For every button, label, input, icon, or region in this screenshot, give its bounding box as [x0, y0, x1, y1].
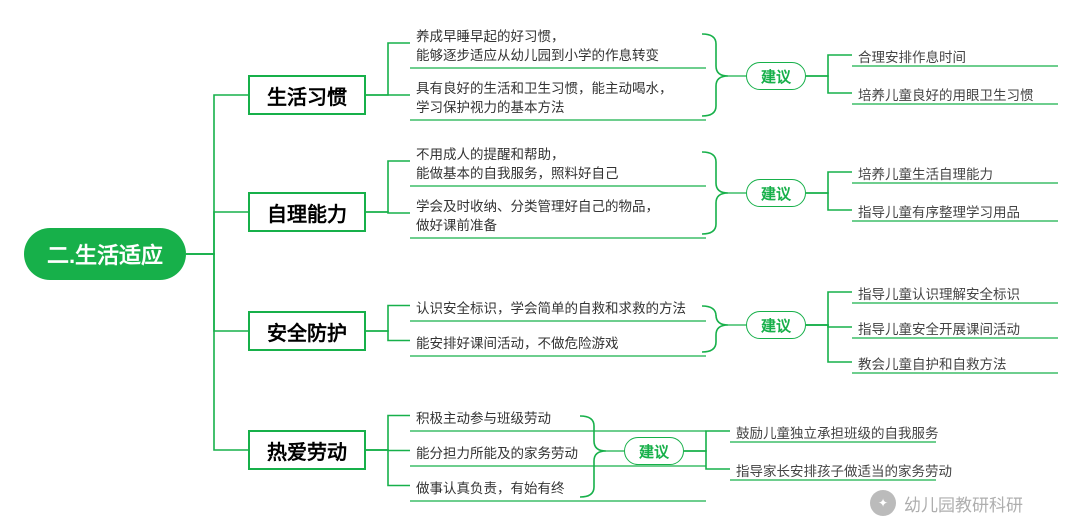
desc-text: 具有良好的生活和卫生习惯，能主动喝水，学习保护视力的基本方法 [416, 80, 673, 118]
category-box: 安全防护 [248, 311, 366, 351]
suggestion-label: 建议 [761, 183, 791, 204]
watermark: ✦ 幼儿园教研科研 [870, 490, 1023, 516]
wechat-icon: ✦ [870, 490, 896, 516]
advice-text: 教会儿童自护和自救方法 [858, 353, 1007, 373]
desc-text: 养成早睡早起的好习惯，能够逐步适应从幼儿园到小学的作息转变 [416, 28, 659, 66]
root-node: 二.生活适应 [24, 228, 186, 280]
desc-text: 能分担力所能及的家务劳动 [416, 445, 578, 464]
desc-text: 做事认真负责，有始有终 [416, 480, 565, 499]
desc-text: 能安排好课间活动，不做危险游戏 [416, 335, 619, 354]
category-box: 热爱劳动 [248, 430, 366, 470]
suggestion-pill: 建议 [746, 311, 806, 339]
desc-text: 学会及时收纳、分类管理好自己的物品，做好课前准备 [416, 198, 659, 236]
category-label: 生活习惯 [267, 81, 347, 110]
suggestion-label: 建议 [761, 315, 791, 336]
category-label: 自理能力 [267, 198, 347, 227]
category-label: 安全防护 [267, 317, 347, 346]
advice-text: 合理安排作息时间 [858, 46, 966, 66]
suggestion-label: 建议 [639, 441, 669, 462]
advice-text: 鼓励儿童独立承担班级的自我服务 [736, 422, 939, 442]
category-box: 生活习惯 [248, 75, 366, 115]
advice-text: 指导家长安排孩子做适当的家务劳动 [736, 460, 952, 480]
category-label: 热爱劳动 [267, 436, 347, 465]
suggestion-pill: 建议 [746, 179, 806, 207]
suggestion-label: 建议 [761, 66, 791, 87]
advice-text: 培养儿童良好的用眼卫生习惯 [858, 84, 1034, 104]
desc-text: 不用成人的提醒和帮助，能做基本的自我服务，照料好自己 [416, 146, 619, 184]
advice-text: 指导儿童有序整理学习用品 [858, 201, 1020, 221]
category-box: 自理能力 [248, 192, 366, 232]
advice-text: 培养儿童生活自理能力 [858, 163, 993, 183]
suggestion-pill: 建议 [624, 437, 684, 465]
desc-text: 积极主动参与班级劳动 [416, 410, 551, 429]
root-label: 二.生活适应 [47, 238, 163, 270]
watermark-text: 幼儿园教研科研 [904, 491, 1023, 516]
suggestion-pill: 建议 [746, 62, 806, 90]
advice-text: 指导儿童认识理解安全标识 [858, 283, 1020, 303]
advice-text: 指导儿童安全开展课间活动 [858, 318, 1020, 338]
desc-text: 认识安全标识，学会简单的自救和求救的方法 [416, 300, 686, 319]
